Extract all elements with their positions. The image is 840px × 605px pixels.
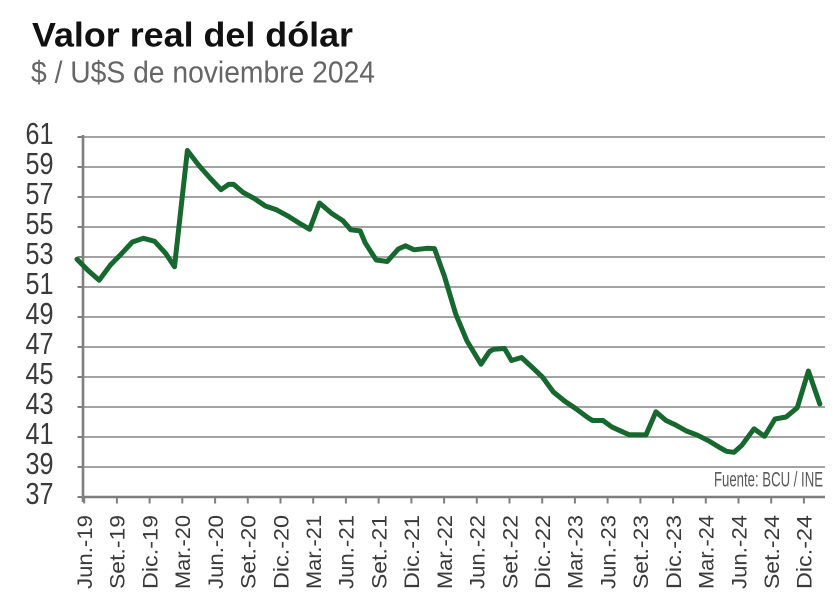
svg-text:37: 37 xyxy=(26,476,54,511)
svg-text:Dic.-20: Dic.-20 xyxy=(269,515,293,589)
svg-text:Valor real del dólar: Valor real del dólar xyxy=(32,17,353,55)
svg-text:51: 51 xyxy=(26,266,54,301)
svg-text:Mar.-20: Mar.-20 xyxy=(171,515,195,589)
svg-text:47: 47 xyxy=(26,326,54,361)
svg-text:Set.-21: Set.-21 xyxy=(367,515,391,589)
svg-text:Dic.-23: Dic.-23 xyxy=(662,515,686,589)
svg-text:Jun.-24: Jun.-24 xyxy=(727,515,751,589)
svg-text:Jun.-20: Jun.-20 xyxy=(204,515,228,589)
svg-text:Set.-19: Set.-19 xyxy=(106,515,130,589)
svg-text:53: 53 xyxy=(26,236,54,271)
svg-text:55: 55 xyxy=(26,206,54,241)
svg-text:57: 57 xyxy=(26,176,54,211)
svg-text:Jun.-23: Jun.-23 xyxy=(596,515,620,589)
svg-text:Dic.-24: Dic.-24 xyxy=(793,515,817,589)
svg-text:$ / U$S de noviembre 2024: $ / U$S de noviembre 2024 xyxy=(31,55,375,90)
svg-text:Set.-23: Set.-23 xyxy=(629,515,653,589)
svg-text:Set.-20: Set.-20 xyxy=(237,515,261,589)
svg-text:Set.-24: Set.-24 xyxy=(760,515,784,589)
svg-text:41: 41 xyxy=(26,416,54,451)
svg-text:Mar.-21: Mar.-21 xyxy=(302,515,326,589)
svg-text:39: 39 xyxy=(26,446,54,481)
svg-text:Dic.-21: Dic.-21 xyxy=(400,515,424,589)
svg-text:Fuente: BCU / INE: Fuente: BCU / INE xyxy=(714,469,823,492)
svg-text:Mar.-24: Mar.-24 xyxy=(695,515,719,589)
svg-text:Jun.-19: Jun.-19 xyxy=(73,515,97,589)
svg-text:Jun.-22: Jun.-22 xyxy=(466,515,490,589)
svg-text:Dic.-22: Dic.-22 xyxy=(531,515,555,589)
svg-text:43: 43 xyxy=(26,386,54,421)
svg-text:Dic.-19: Dic.-19 xyxy=(138,515,162,589)
svg-text:Mar.-22: Mar.-22 xyxy=(433,515,457,589)
svg-text:Mar.-23: Mar.-23 xyxy=(564,515,588,589)
svg-text:45: 45 xyxy=(26,356,54,391)
svg-text:49: 49 xyxy=(26,296,54,331)
svg-text:59: 59 xyxy=(26,146,54,181)
svg-text:Jun.-21: Jun.-21 xyxy=(335,515,359,589)
svg-text:61: 61 xyxy=(26,116,54,151)
svg-text:Set.-22: Set.-22 xyxy=(498,515,522,589)
